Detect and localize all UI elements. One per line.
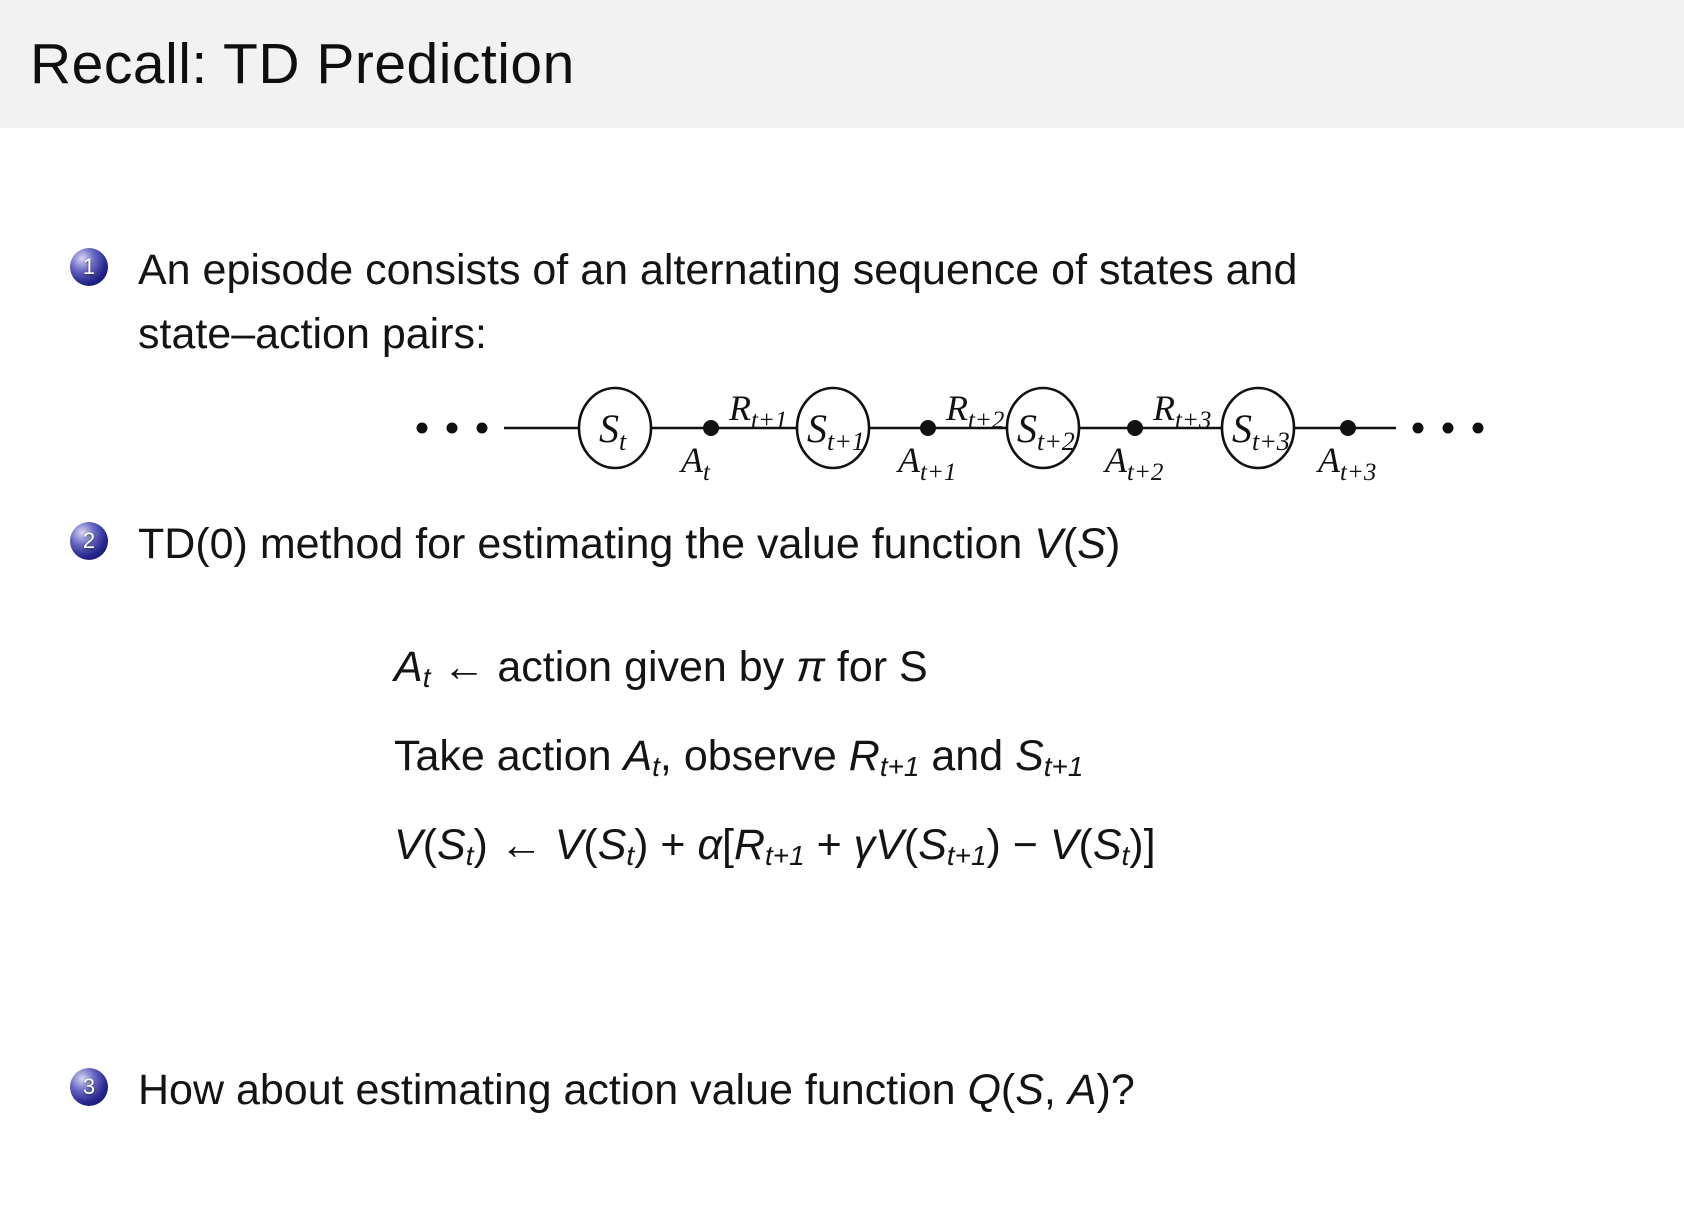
pseudocode-line-1: At ← action given by π for S bbox=[394, 643, 928, 694]
state-label: St+3 bbox=[1232, 406, 1290, 456]
ellipsis-dot bbox=[416, 422, 428, 434]
state-label: St+1 bbox=[807, 406, 865, 456]
action-dot bbox=[920, 420, 936, 436]
reward-label: Rt+3 bbox=[1152, 388, 1211, 434]
bullet-item-1-line-2: state–action pairs: bbox=[138, 310, 487, 358]
td0-pseudocode: At ← action given by π for S Take action… bbox=[394, 628, 1156, 895]
state-label: St bbox=[599, 406, 627, 456]
bullet-item-2: 2 TD(0) method for estimating the value … bbox=[70, 512, 1570, 576]
action-dot bbox=[1340, 420, 1356, 436]
bullet-badge-3: 3 bbox=[70, 1068, 108, 1106]
pseudocode-line-2: Take action At, observe Rt+1 and St+1 bbox=[394, 732, 1084, 783]
state-node bbox=[1005, 386, 1081, 470]
reward-label: Rt+2 bbox=[945, 388, 1004, 434]
bullet-item-3: 3 How about estimating action value func… bbox=[70, 1058, 1570, 1122]
episode-sequence-svg: At Rt+1 At+1 Rt+2 At+2 Rt+3 At+3 St St+1 St+2 St+3 bbox=[416, 386, 1484, 486]
ellipsis-dot bbox=[476, 422, 488, 434]
ellipsis-dot bbox=[1442, 422, 1454, 434]
state-node bbox=[577, 386, 653, 470]
action-label: At+3 bbox=[1316, 440, 1376, 481]
bullet-item-2-text: TD(0) method for estimating the value fu… bbox=[138, 520, 1121, 568]
ellipsis-dot bbox=[1472, 422, 1484, 434]
bullet-badge-2: 2 bbox=[70, 522, 108, 560]
action-dot bbox=[1127, 420, 1143, 436]
state-node bbox=[795, 386, 871, 470]
state-node bbox=[1220, 386, 1296, 470]
action-label: At bbox=[679, 440, 711, 481]
action-label: At+2 bbox=[1103, 440, 1163, 481]
reward-label: Rt+1 bbox=[728, 388, 787, 434]
state-label: St+2 bbox=[1017, 406, 1075, 456]
action-dot bbox=[703, 420, 719, 436]
bullet-item-3-text: How about estimating action value functi… bbox=[138, 1066, 1135, 1114]
bullet-item-1: 1 An episode consists of an alternating … bbox=[70, 238, 1550, 366]
action-label: At+1 bbox=[896, 440, 956, 481]
bullet-item-1-line-1: An episode consists of an alternating se… bbox=[138, 246, 1298, 294]
bullet-item-1-text: An episode consists of an alternating se… bbox=[138, 238, 1297, 366]
bullet-badge-1: 1 bbox=[70, 248, 108, 286]
ellipsis-dot bbox=[1412, 422, 1424, 434]
page-title: Recall: TD Prediction bbox=[30, 32, 575, 96]
ellipsis-dot bbox=[446, 422, 458, 434]
title-bar: Recall: TD Prediction bbox=[0, 0, 1684, 128]
pseudocode-line-3: V(St) ← V(St) + α[Rt+1 + γV(St+1) − V(St… bbox=[394, 821, 1156, 872]
episode-sequence-diagram: At Rt+1 At+1 Rt+2 At+2 Rt+3 At+3 St St+1 St+2 St+3 bbox=[408, 376, 1488, 486]
